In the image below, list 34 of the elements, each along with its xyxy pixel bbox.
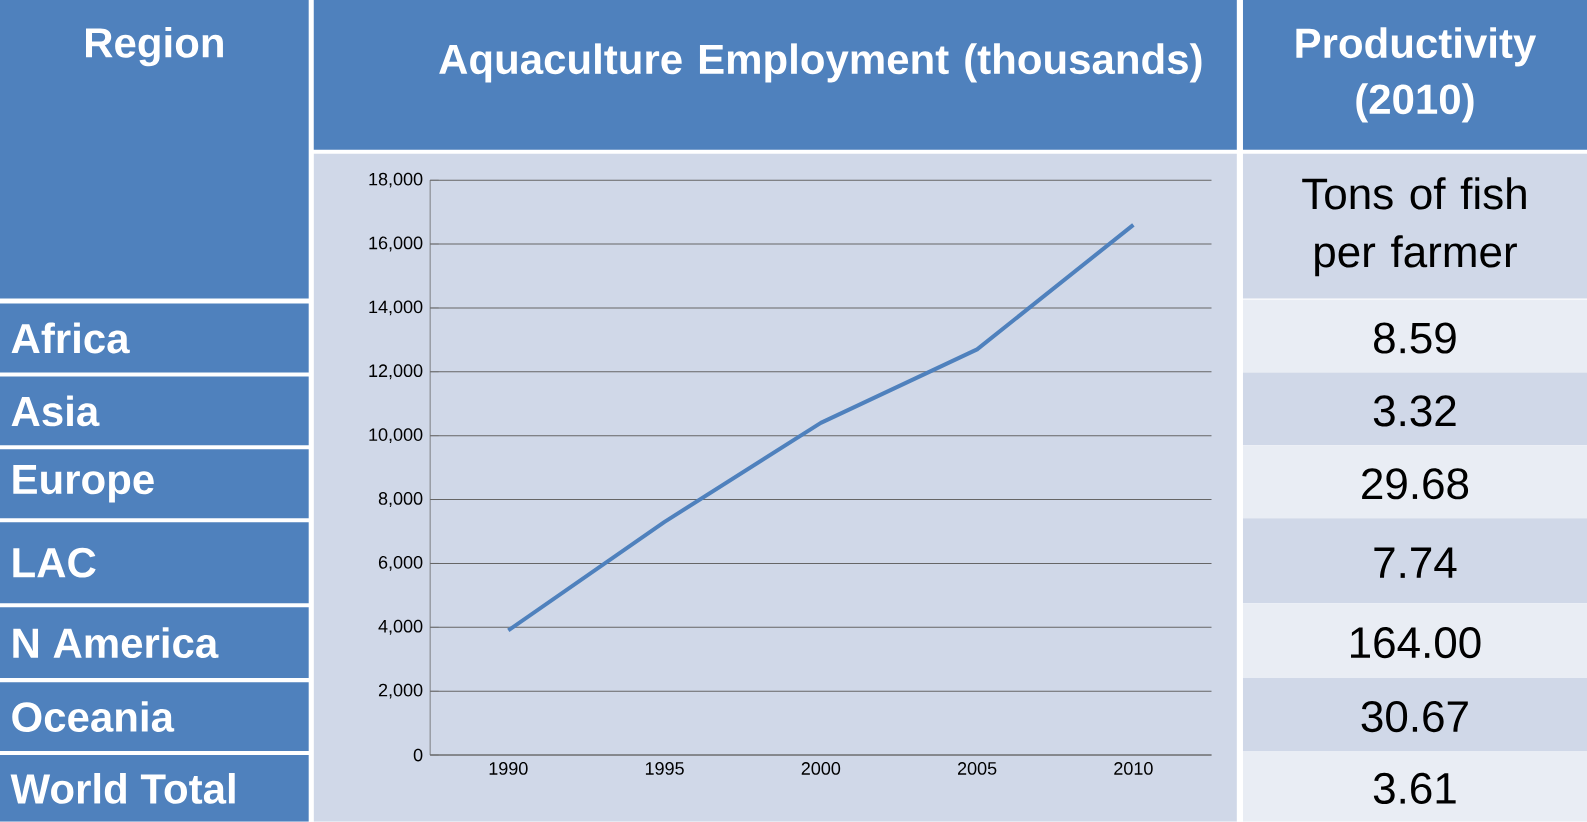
line-series xyxy=(506,222,1136,633)
y-tick-label: 0 xyxy=(413,748,423,762)
x-tick-label: 1995 xyxy=(645,762,684,775)
text: Europe xyxy=(13,465,154,503)
text: LAC xyxy=(13,547,96,578)
chart-title: Aquaculture Employment (thousands) xyxy=(439,43,1202,83)
text: Region xyxy=(86,26,223,67)
text: Tons of fish per farmer xyxy=(1302,177,1526,277)
y-tick-label: 6,000 xyxy=(378,556,423,571)
text: 3.32 xyxy=(1373,395,1456,427)
x-tick-label: 2005 xyxy=(957,762,997,775)
text: 164.00 xyxy=(1351,627,1481,659)
text: 30.67 xyxy=(1361,701,1468,733)
y-tick-label: 10,000 xyxy=(369,428,423,444)
text: 7.74 xyxy=(1374,547,1457,578)
x-tick-label: 2000 xyxy=(801,762,841,775)
y-tick-label: 8,000 xyxy=(378,492,423,508)
text: N America xyxy=(13,627,219,659)
text: Productivity (2010) xyxy=(1296,27,1537,123)
text: World Total xyxy=(10,773,235,804)
x-tick-label: 2010 xyxy=(1114,762,1153,775)
x-tick-label: 1990 xyxy=(489,762,528,775)
y-tick-label: 12,000 xyxy=(369,364,423,380)
text: Oceania xyxy=(12,701,175,733)
text: Asia xyxy=(11,395,100,427)
y-tick-label: 4,000 xyxy=(378,619,423,635)
text: Africa xyxy=(11,322,130,354)
y-tick-label: 16,000 xyxy=(369,236,423,252)
y-tick-label: 18,000 xyxy=(369,172,423,188)
text: 8.59 xyxy=(1374,322,1456,354)
text: 3.61 xyxy=(1373,772,1456,805)
y-tick-label: 14,000 xyxy=(369,300,423,316)
y-tick-label: 2,000 xyxy=(378,683,423,699)
text: 29.68 xyxy=(1362,468,1469,500)
